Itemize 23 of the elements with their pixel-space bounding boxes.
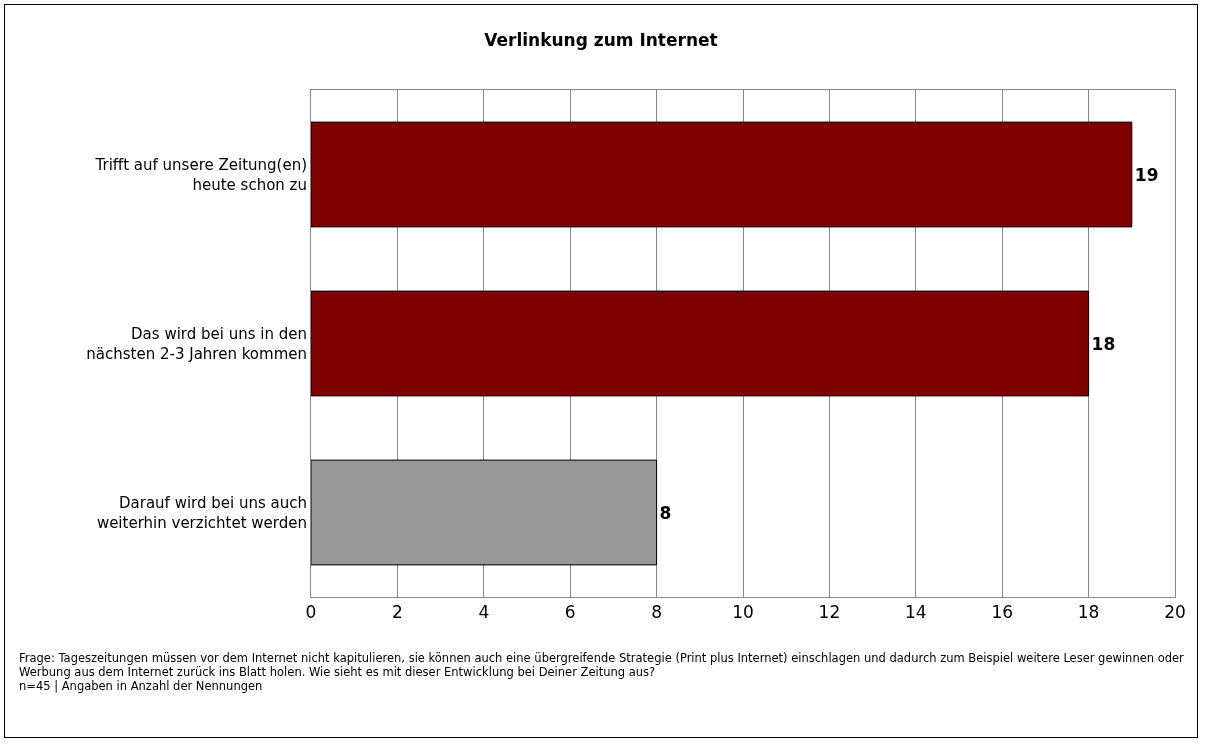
chart-title: Verlinkung zum Internet (484, 29, 718, 50)
bar (311, 459, 658, 566)
text: Frage: Tageszeitungen müssen vor dem Internet nicht kapitulieren, sie können auch eine übergreifende Strategie (Print plus Internet) einschlagen und dadurch zum Beispiel weitere Leser gewinnen oder Werbung aus dem Internet zurück ins Blatt holen. Wie sieht es mit dieser Entwicklung bei Deiner Zeitung aus? (19, 651, 1185, 679)
x-tick-label: 2 (391, 602, 403, 623)
y-tick-label: Das wird bei uns in den nächsten 2-3 Jahren kommen (86, 325, 307, 363)
x-tick-label: 10 (732, 602, 754, 623)
y-tick-label: Darauf wird bei uns auch weiterhin verzichtet werden (96, 494, 307, 532)
x-tick-label: 12 (818, 602, 841, 623)
data-label: 19 (1134, 164, 1159, 185)
x-tick-label: 6 (564, 602, 576, 623)
bar (311, 121, 1133, 228)
x-tick-label: 8 (651, 602, 663, 623)
data-label: 8 (659, 502, 672, 523)
x-tick-label: 4 (478, 602, 490, 623)
x-tick-label: 18 (1077, 602, 1100, 623)
x-tick-label: 20 (1164, 602, 1186, 623)
x-tick-label: 16 (991, 602, 1014, 623)
data-label: 18 (1091, 333, 1116, 354)
y-tick-label: Trifft auf unsere Zeitung(en) heute schon zu (94, 156, 307, 194)
x-tick-label: 0 (305, 602, 317, 623)
x-tick-label: 14 (904, 602, 927, 623)
bar (311, 290, 1090, 397)
text: n=45 | Angaben in Anzahl der Nennungen (19, 679, 264, 693)
